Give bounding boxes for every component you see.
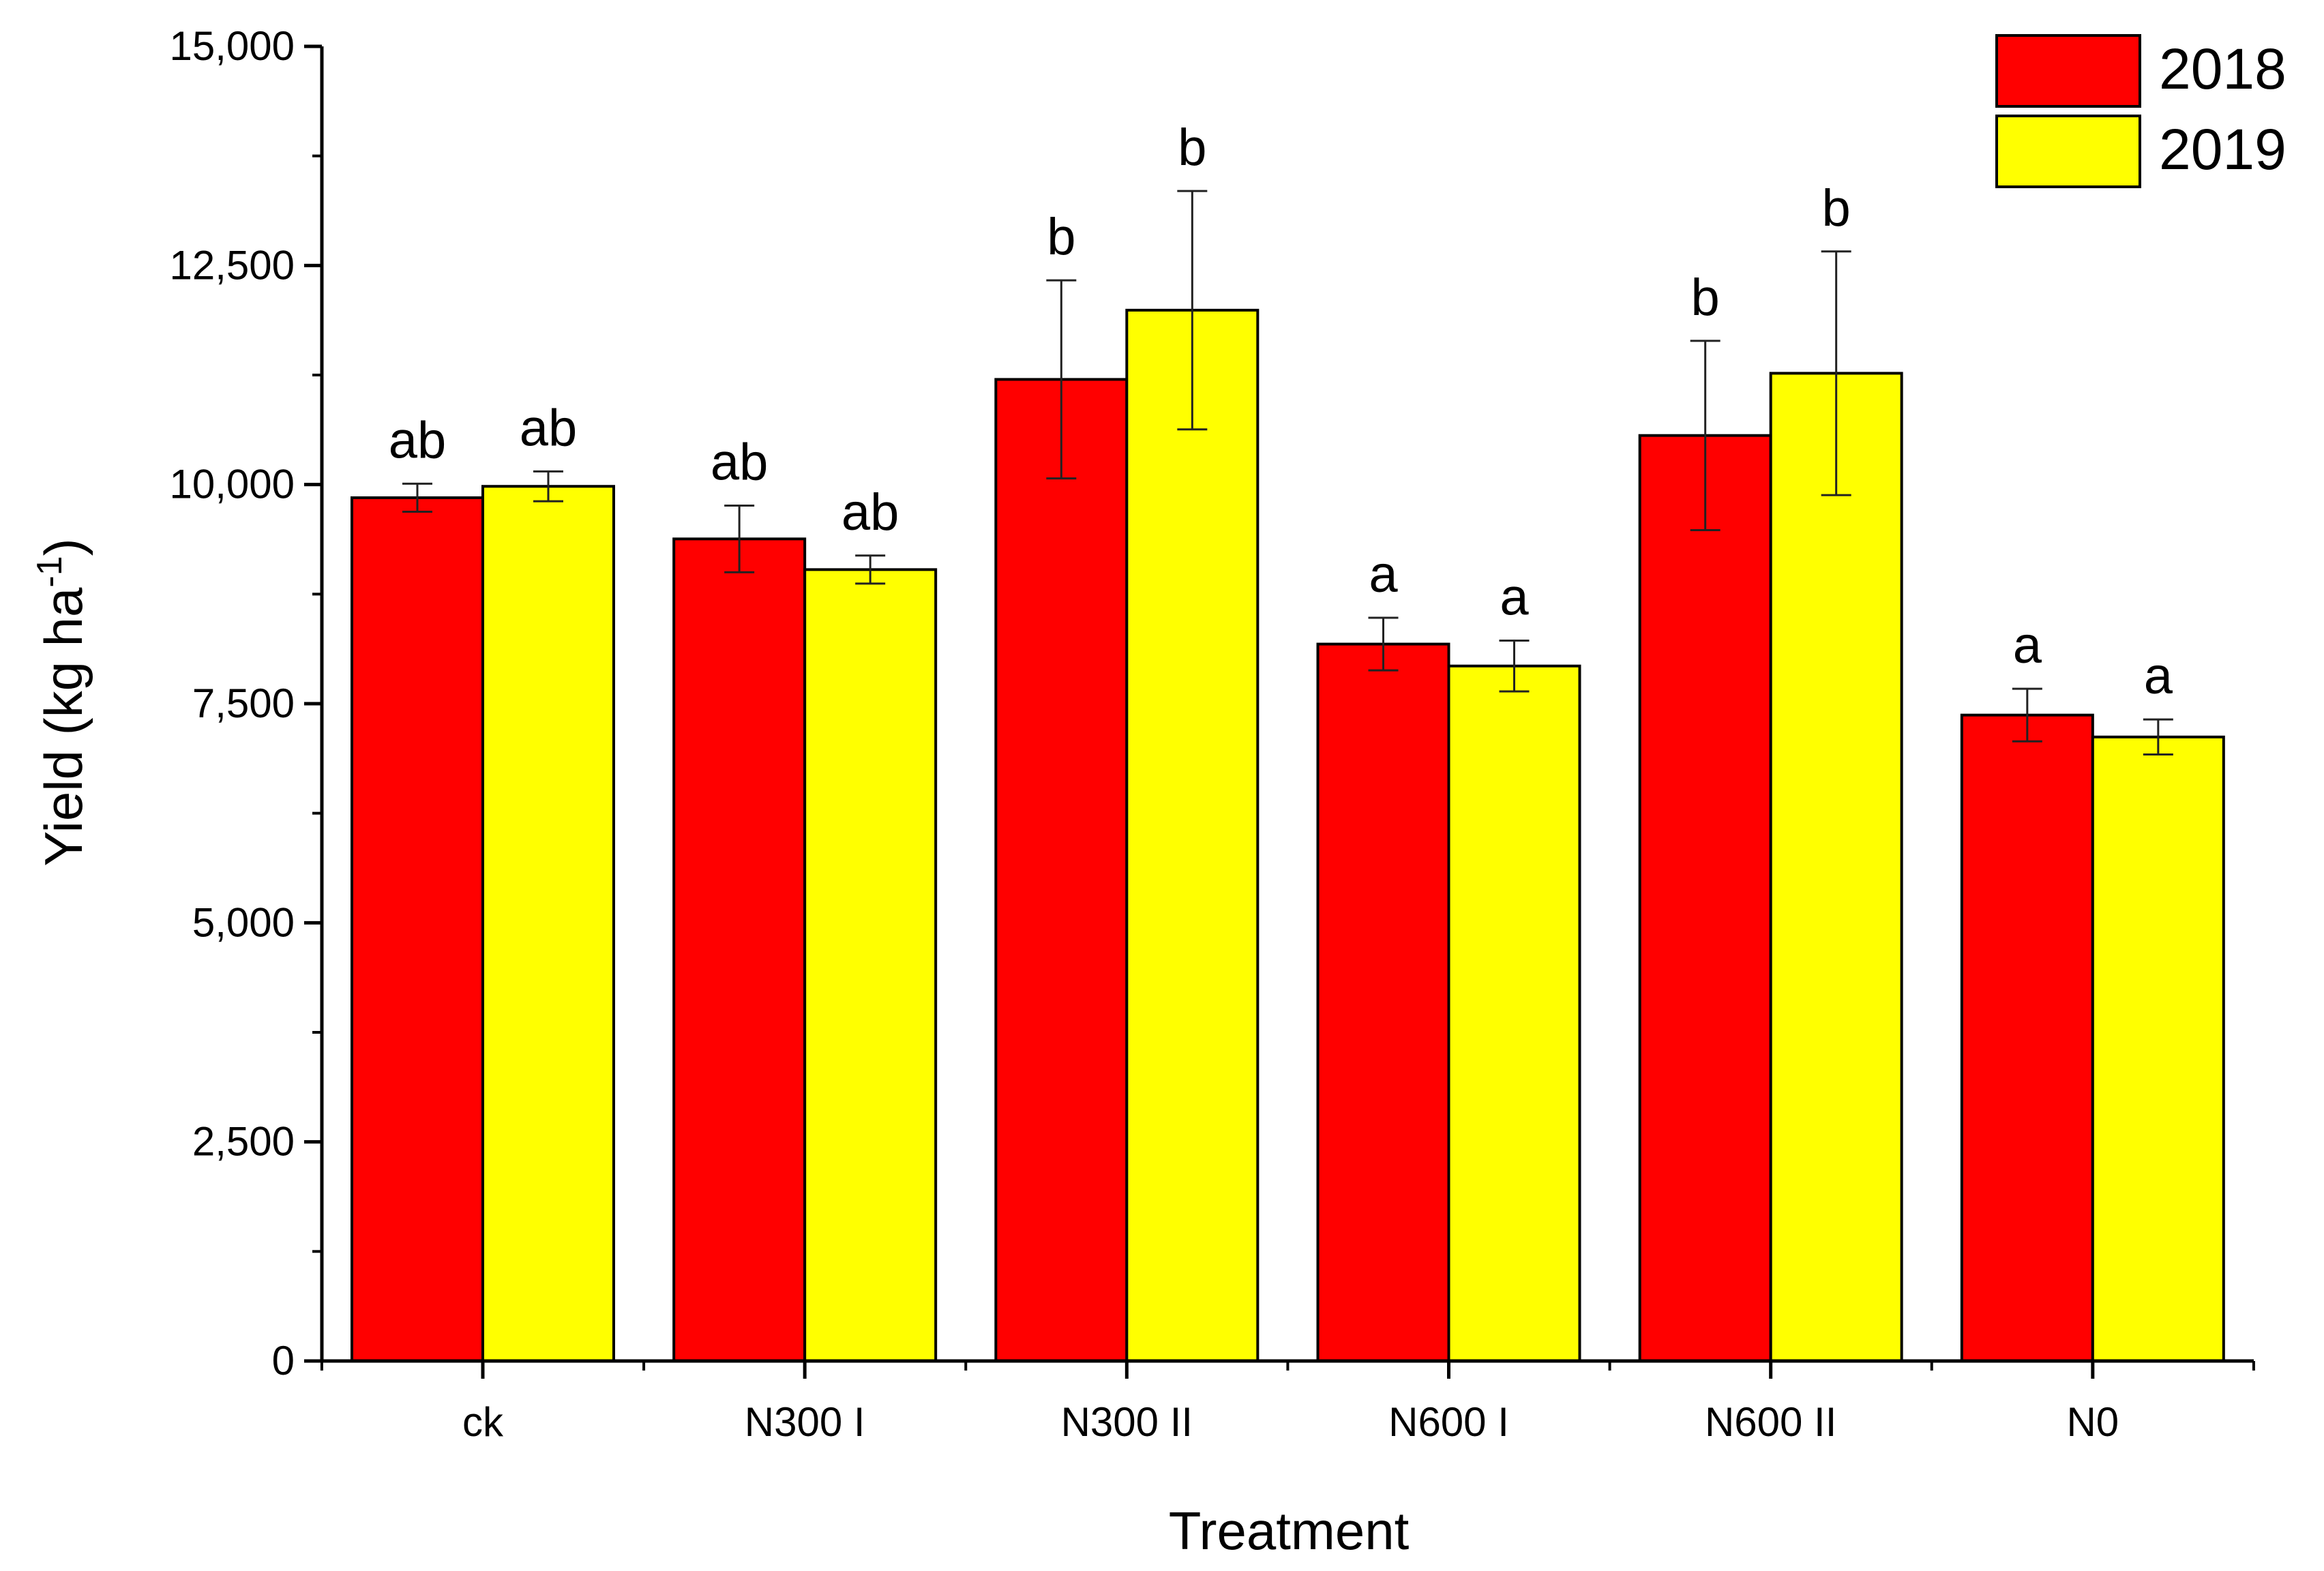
- bar-2019-N300-II: [1125, 308, 1260, 1362]
- x-tick-label: N600 II: [1705, 1399, 1836, 1445]
- y-axis-title-close: ): [33, 538, 93, 556]
- significance-label: b: [1178, 119, 1206, 177]
- y-tick-label: 10,000: [169, 462, 295, 507]
- x-tick-label: ck: [462, 1399, 504, 1445]
- y-tick-label: 7,500: [192, 680, 295, 726]
- legend-label-2018: 2018: [2159, 37, 2286, 101]
- significance-label: a: [2144, 647, 2173, 705]
- bar-2019-ck: [481, 485, 615, 1362]
- bar-2018-N600-II: [1638, 434, 1772, 1362]
- y-axis-title-superscript: -1: [30, 556, 70, 587]
- y-axis-title-main: Yield (kg ha: [33, 587, 93, 867]
- significance-label: a: [1369, 545, 1398, 603]
- significance-label: b: [1822, 179, 1851, 237]
- significance-label: b: [1691, 269, 1720, 327]
- significance-label: b: [1047, 208, 1075, 266]
- bar-2018-N600-I: [1316, 642, 1450, 1363]
- bar-2018-ck: [351, 496, 484, 1362]
- x-tick-label: N600 I: [1388, 1399, 1509, 1445]
- significance-label: ab: [520, 399, 578, 457]
- bar-2018-N300-II: [994, 378, 1129, 1363]
- significance-label: a: [1500, 568, 1529, 626]
- significance-label: ab: [389, 411, 447, 469]
- y-tick-label: 15,000: [169, 23, 295, 69]
- x-tick-label: N0: [2066, 1399, 2119, 1445]
- legend-label-2019: 2019: [2159, 117, 2286, 181]
- bar-2019-N600-I: [1447, 664, 1581, 1362]
- legend-swatch-2018: [1995, 34, 2141, 108]
- bar-2018-N300-I: [672, 537, 807, 1363]
- legend-swatch-2019: [1995, 115, 2141, 188]
- x-tick-label: N300 I: [745, 1399, 865, 1445]
- significance-label: a: [2013, 616, 2042, 674]
- y-axis-title: Yield (kg ha-1): [30, 538, 93, 866]
- bar-2018-N0: [1960, 713, 2094, 1362]
- y-tick-label: 5,000: [192, 899, 295, 945]
- significance-label: ab: [841, 483, 899, 541]
- x-tick-label: N300 II: [1061, 1399, 1193, 1445]
- bar-2019-N0: [2091, 735, 2225, 1362]
- y-tick-label: 0: [272, 1338, 295, 1383]
- x-axis-title: Treatment: [1169, 1501, 1410, 1561]
- y-tick-label: 12,500: [169, 242, 295, 288]
- significance-label: ab: [711, 434, 769, 492]
- bar-2019-N300-I: [803, 568, 938, 1362]
- bar-2019-N600-II: [1769, 372, 1903, 1362]
- y-tick-label: 2,500: [192, 1119, 295, 1165]
